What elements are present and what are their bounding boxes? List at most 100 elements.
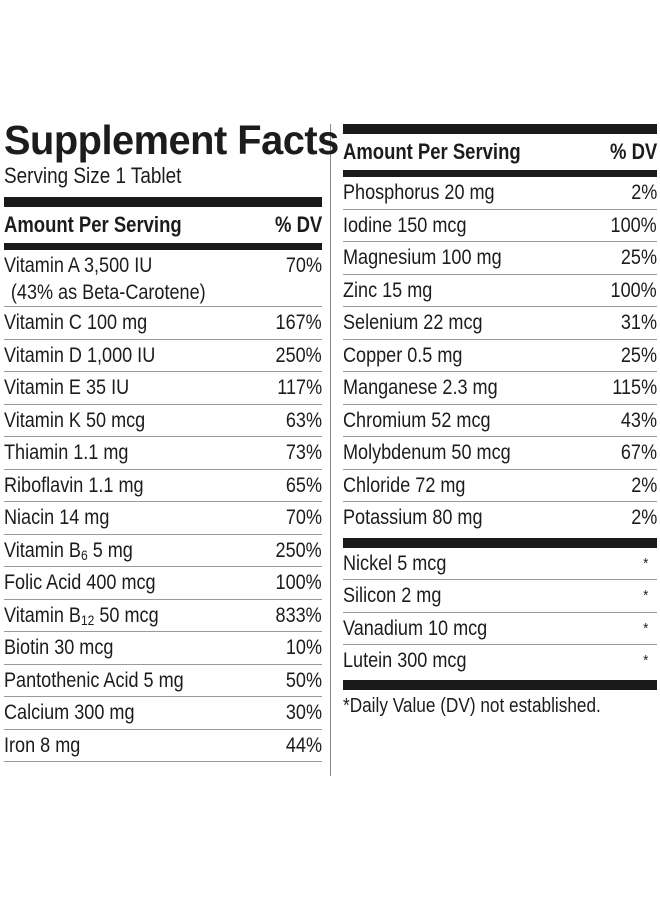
nutrient-name: Silicon 2 mg xyxy=(343,584,442,607)
nutrient-row: Vitamin K 50 mcg 63% xyxy=(4,405,322,437)
nutrient-dv: 100% xyxy=(275,571,322,594)
nutrient-dv: 67% xyxy=(620,441,657,464)
nutrient-dv: 43% xyxy=(620,408,657,432)
nutrient-name: Biotin 30 mcg xyxy=(4,636,114,659)
nutrient-note: (43% as Beta-Carotene) xyxy=(10,281,206,304)
thick-rule xyxy=(343,170,657,177)
nutrient-name: Calcium 300 mg xyxy=(4,701,135,724)
column-header: Amount Per Serving % DV xyxy=(4,207,322,243)
nutrient-row: Magnesium 100 mg 25% xyxy=(343,242,657,275)
asterisk-marker: * xyxy=(643,652,649,669)
nutrient-dv: 117% xyxy=(277,376,322,399)
nutrient-row: Copper 0.5 mg 25% xyxy=(343,340,657,372)
thick-rule xyxy=(343,537,657,548)
nutrient-row: Vitamin C 100 mg 167% xyxy=(4,307,322,340)
nutrient-dv: 31% xyxy=(620,311,657,334)
nutrient-name: Vitamin C 100 mg xyxy=(4,311,148,334)
amount-header: Amount Per Serving xyxy=(4,212,182,237)
thick-rule xyxy=(4,197,322,207)
nutrient-dv: 10% xyxy=(285,636,322,659)
nutrient-row: Manganese 2.3 mg 115% xyxy=(343,372,657,405)
nutrient-dv: 2% xyxy=(630,506,657,529)
nutrient-name: Manganese 2.3 mg xyxy=(343,376,498,399)
supplement-facts-left-column: Supplement Facts Serving Size 1 Tablet A… xyxy=(4,117,339,762)
footnote: *Daily Value (DV) not established. xyxy=(343,694,601,717)
nutrient-row: Zinc 15 mg 100% xyxy=(343,275,657,307)
nutrient-name: Vitamin E 35 IU xyxy=(4,376,130,399)
nutrient-dv: 50% xyxy=(285,668,322,692)
serving-size: Serving Size 1 Tablet xyxy=(4,163,182,188)
nutrient-name: Chloride 72 mg xyxy=(343,473,466,497)
dv-header: % DV xyxy=(609,139,657,164)
nutrient-row: Chromium 52 mcg 43% xyxy=(343,405,657,437)
nutrient-dv: 250% xyxy=(275,538,322,562)
nutrient-row: Niacin 14 mg 70% xyxy=(4,502,322,535)
nutrient-row: Vitamin B6 5 mg 250% xyxy=(4,535,322,567)
nutrient-row-no-dv: Lutein 300 mcg * xyxy=(343,645,657,677)
nutrient-name: Folic Acid 400 mcg xyxy=(4,571,156,594)
nutrient-name: Potassium 80 mg xyxy=(343,506,483,529)
nutrient-name: Vitamin B12 50 mcg xyxy=(4,603,159,628)
nutrient-row: Folic Acid 400 mcg 100% xyxy=(4,567,322,600)
nutrient-name: Riboflavin 1.1 mg xyxy=(4,473,144,497)
nutrient-name: Vitamin B6 5 mg xyxy=(4,538,133,563)
nutrient-name: Nickel 5 mcg xyxy=(343,551,447,575)
nutrient-name: Zinc 15 mg xyxy=(343,278,433,302)
nutrient-name: Iodine 150 mcg xyxy=(343,213,467,237)
nutrient-row: Phosphorus 20 mg 2% xyxy=(343,177,657,210)
thick-rule xyxy=(4,243,322,250)
panel-title: Supplement Facts xyxy=(4,117,339,163)
nutrient-row: Vitamin B12 50 mcg 833% xyxy=(4,600,322,632)
nutrient-dv: 25% xyxy=(620,246,657,269)
nutrient-dv: 65% xyxy=(285,473,322,497)
nutrient-row: Riboflavin 1.1 mg 65% xyxy=(4,470,322,502)
nutrient-row: Selenium 22 mcg 31% xyxy=(343,307,657,340)
column-header: Amount Per Serving % DV xyxy=(343,134,657,170)
nutrient-name: Lutein 300 mcg xyxy=(343,649,467,672)
nutrient-dv: 30% xyxy=(285,701,322,724)
nutrient-name: Iron 8 mg xyxy=(4,733,81,757)
nutrient-dv: 100% xyxy=(610,213,657,237)
nutrient-dv: 250% xyxy=(275,343,322,367)
nutrient-row-no-dv: Silicon 2 mg * xyxy=(343,580,657,613)
nutrient-name: Vitamin D 1,000 IU xyxy=(4,343,156,367)
thick-rule xyxy=(343,679,657,690)
asterisk-marker: * xyxy=(643,554,649,572)
supplement-facts-right-column: Amount Per Serving % DV Phosphorus 20 mg… xyxy=(343,124,657,719)
nutrient-row: Thiamin 1.1 mg 73% xyxy=(4,437,322,470)
nutrient-row: Calcium 300 mg 30% xyxy=(4,697,322,730)
nutrient-row: Vitamin A 3,500 IU (43% as Beta-Carotene… xyxy=(4,250,322,307)
nutrient-dv: 2% xyxy=(630,473,657,497)
nutrient-name: Molybdenum 50 mcg xyxy=(343,441,511,464)
nutrient-name: Phosphorus 20 mg xyxy=(343,181,495,204)
nutrient-dv: 100% xyxy=(610,278,657,302)
nutrient-dv: 115% xyxy=(612,376,657,399)
asterisk-marker: * xyxy=(643,587,649,604)
nutrient-row: Biotin 30 mcg 10% xyxy=(4,632,322,665)
nutrient-name: Magnesium 100 mg xyxy=(343,246,502,269)
nutrient-dv: 833% xyxy=(275,603,322,627)
nutrient-name: Vitamin K 50 mcg xyxy=(4,408,146,432)
nutrient-name: Pantothenic Acid 5 mg xyxy=(4,668,184,692)
nutrient-name: Vitamin A 3,500 IU xyxy=(4,254,153,277)
nutrient-name: Niacin 14 mg xyxy=(4,506,110,529)
nutrient-dv: 25% xyxy=(620,343,657,367)
nutrient-row: Iodine 150 mcg 100% xyxy=(343,210,657,242)
nutrient-row-no-dv: Vanadium 10 mcg * xyxy=(343,613,657,645)
nutrient-dv: 44% xyxy=(285,733,322,757)
column-divider xyxy=(330,124,331,776)
nutrient-dv: 167% xyxy=(275,311,322,334)
thick-rule xyxy=(343,124,657,134)
nutrient-dv: 70% xyxy=(285,506,322,529)
nutrient-name: Thiamin 1.1 mg xyxy=(4,441,129,464)
nutrient-dv: 73% xyxy=(285,441,322,464)
nutrient-name: Copper 0.5 mg xyxy=(343,343,463,367)
dv-header: % DV xyxy=(274,212,322,237)
nutrient-row: Vitamin E 35 IU 117% xyxy=(4,372,322,405)
nutrient-row: Molybdenum 50 mcg 67% xyxy=(343,437,657,470)
nutrient-dv: 63% xyxy=(285,408,322,432)
nutrient-row: Vitamin D 1,000 IU 250% xyxy=(4,340,322,372)
nutrient-name: Chromium 52 mcg xyxy=(343,408,491,432)
nutrient-name: Selenium 22 mcg xyxy=(343,311,483,334)
nutrient-row-no-dv: Nickel 5 mcg * xyxy=(343,548,657,580)
